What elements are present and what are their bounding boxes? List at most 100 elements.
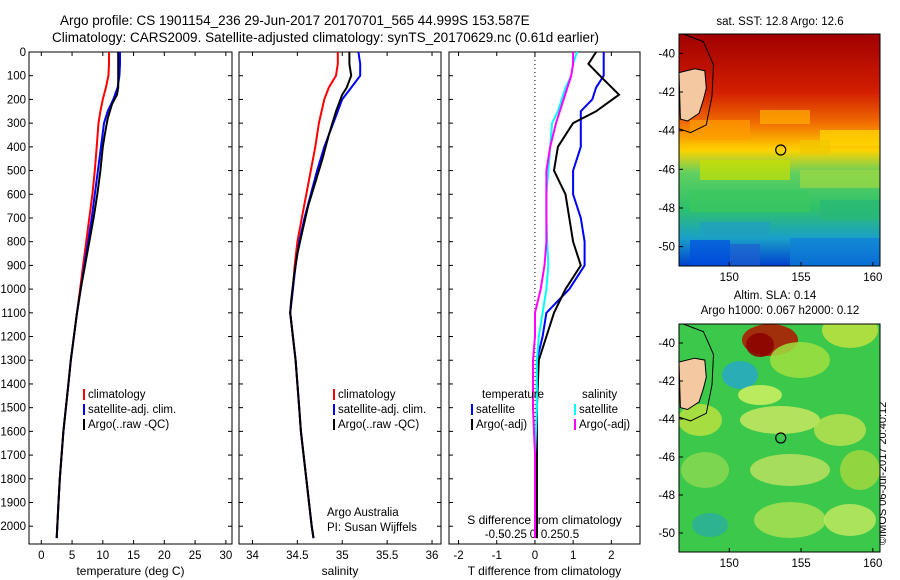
plot-title-line-2: Climatology: CARS2009. Satellite-adjuste…: [52, 30, 600, 45]
sst-block: [760, 110, 810, 124]
y-tick-label: 1500: [0, 403, 26, 415]
sla-blob: [746, 333, 774, 357]
y-tick-label: 1900: [0, 498, 26, 510]
y-tick-label: 400: [7, 142, 26, 154]
map-x-tick-label: 155: [791, 272, 810, 284]
legend-label: satellite: [476, 404, 515, 416]
map-y-tick-label: -42: [658, 87, 675, 99]
x-tick-label: 0: [38, 550, 44, 562]
legend-label: satellite-adj. clim.: [88, 404, 176, 416]
sst-map: -40 -42 -44 -46 -48 -50 150 155 160: [658, 33, 882, 284]
profile-panel-1: 0100200300400500600700800900100011001200…: [0, 47, 233, 578]
map-frame: [678, 323, 881, 553]
map-y-tick-label: -46: [658, 452, 675, 464]
map-y-tick-label: -46: [658, 164, 675, 176]
map-field: [679, 34, 880, 266]
map-y-tick-label: -44: [658, 414, 675, 426]
sla-blob: [692, 513, 728, 537]
legend-title-temperature: temperature: [482, 389, 544, 401]
sla-blob: [679, 404, 722, 436]
x-axis-label: temperature (deg C): [76, 564, 184, 578]
y-tick-label: 1400: [0, 379, 26, 391]
map-y-tick-label: -44: [658, 126, 675, 138]
legend-label: Argo(..raw -QC): [88, 419, 169, 431]
y-tick-label: 1600: [0, 426, 26, 438]
sla-blob: [754, 502, 826, 538]
shelf-contour: [679, 34, 715, 134]
top-tick-label: 0: [530, 529, 536, 541]
sla-map: -40 -42 -44 -46 -48 -50 150 155 160: [658, 323, 882, 570]
sst-block: [800, 140, 830, 154]
x-tick-label: 5: [69, 550, 75, 562]
y-tick-label: 100: [7, 71, 26, 83]
top-tick-label: 0.25: [541, 529, 563, 541]
legend-label: Argo(..raw -QC): [338, 419, 419, 431]
x-tick-label: 0: [532, 550, 538, 562]
legend-label: satellite: [579, 404, 618, 416]
argo-location-marker: [775, 432, 787, 444]
y-tick-label: 0: [20, 47, 26, 59]
x-tick-label: 15: [127, 550, 140, 562]
x-tick-label: 34: [246, 550, 259, 562]
map-y-tick-label: -40: [658, 338, 675, 350]
map-x-tick-label: 150: [720, 272, 739, 284]
map-x-tick-label: 160: [863, 558, 882, 570]
sst-block: [690, 120, 750, 140]
sst-block: [690, 240, 730, 266]
y-tick-label: 1000: [0, 284, 26, 296]
map-x-tick-label: 155: [791, 558, 810, 570]
sla-map-title-line-2: Argo h1000: 0.067 h2000: 0.12: [700, 305, 860, 317]
map-y-tick-label: -42: [658, 376, 675, 388]
top-tick-label: -0.5: [485, 529, 505, 541]
sla-blob: [722, 361, 758, 389]
y-tick-label: 300: [7, 118, 26, 130]
map-field: [679, 324, 880, 552]
sla-blob: [822, 324, 878, 348]
plot-title-line-1: Argo profile: CS 1901154_236 29-Jun-2017…: [60, 13, 530, 28]
x-tick-label: 25: [189, 550, 202, 562]
sla-map-title-line-1: Altim. SLA: 0.14: [733, 290, 817, 302]
sst-block: [800, 170, 880, 188]
legend-label: climatology: [88, 389, 146, 401]
sla-blob: [740, 406, 820, 434]
x-tick-label: 30: [219, 550, 232, 562]
x-tick-label: -2: [453, 550, 463, 562]
x-tick-label: 36: [426, 550, 439, 562]
y-tick-label: 1300: [0, 355, 26, 367]
map-x-tick-label: 160: [863, 272, 882, 284]
y-tick-label: 900: [7, 260, 26, 272]
legend-label: Argo(-adj): [476, 419, 527, 431]
legend-label: climatology: [338, 389, 396, 401]
panel-frame: [238, 51, 442, 545]
y-tick-label: 700: [7, 213, 26, 225]
panel-frame: [28, 51, 233, 545]
series-line-black: [289, 52, 353, 539]
x-tick-label: -1: [492, 550, 502, 562]
legend-label: Argo(-adj): [579, 419, 630, 431]
y-tick-label: 1100: [1, 308, 26, 320]
sst-block: [820, 200, 880, 220]
sla-blob: [770, 342, 830, 378]
x-tick-label: 10: [96, 550, 109, 562]
sla-blob: [824, 504, 876, 536]
x-tick-label: 2: [608, 550, 614, 562]
map-y-tick-label: -48: [658, 490, 675, 502]
annotation-line-1: Argo Australia: [327, 507, 399, 519]
sst-map-title: sat. SST: 12.8 Argo: 12.6: [716, 16, 844, 28]
map-y-tick-label: -50: [658, 242, 675, 254]
profile-panel-3: -2 -1 0 1 2 T difference from climatology S di…: [448, 51, 641, 578]
shelf-contour: [679, 324, 715, 422]
y-tick-label: 600: [7, 189, 26, 201]
map-y-tick-label: -50: [658, 528, 675, 540]
profile-panel-2: 34 34.5 35 35.5 36 salinity climatology satelli…: [238, 51, 442, 578]
y-tick-label: 2000: [0, 521, 26, 533]
y-tick-label: 500: [7, 166, 26, 178]
x-axis-label: T difference from climatology: [468, 564, 622, 578]
sla-blob: [840, 450, 880, 490]
map-frame: [678, 33, 881, 267]
sst-block: [700, 222, 770, 236]
x-tick-label: 34.5: [286, 550, 308, 562]
x-tick-label: 1: [570, 550, 576, 562]
map-y-tick-label: -48: [658, 203, 675, 215]
